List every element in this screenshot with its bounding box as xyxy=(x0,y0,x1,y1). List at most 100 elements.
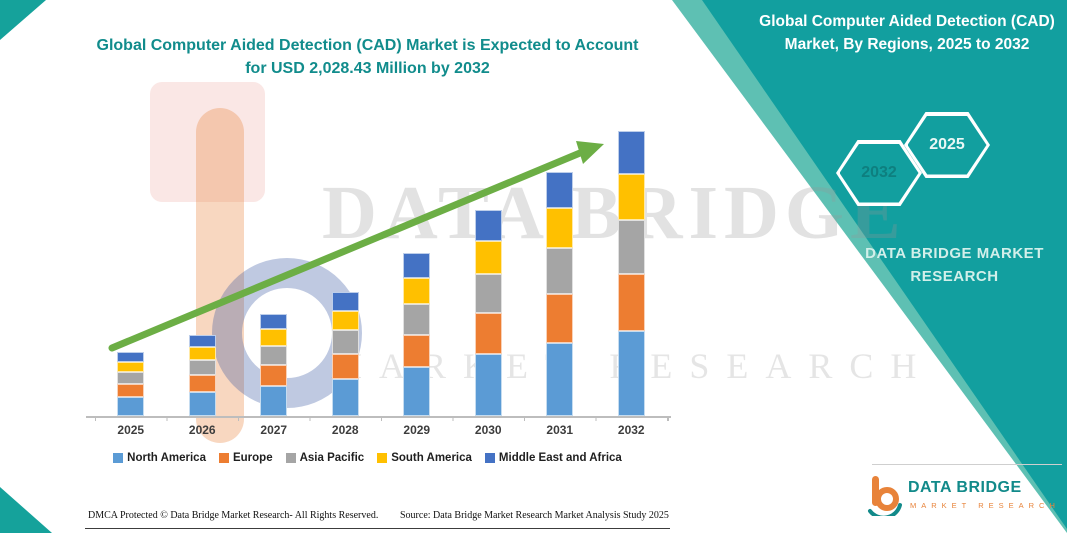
bar-segment-europe xyxy=(546,293,574,343)
legend-label-asia-pacific: Asia Pacific xyxy=(299,452,365,464)
bar-segment-asia-pacific xyxy=(403,303,431,335)
hexagon-2032-label: 2032 xyxy=(839,143,919,203)
bar-segment-south-america xyxy=(403,277,431,304)
bar-column-2031 xyxy=(546,171,574,416)
corner-triangle-bottom-left xyxy=(0,487,52,533)
bar-segment-middle-east-and-africa xyxy=(331,291,359,311)
bar-segment-europe xyxy=(117,384,145,397)
stacked-bar-2031 xyxy=(546,171,574,416)
bar-segment-middle-east-and-africa xyxy=(617,131,645,174)
bar-segment-asia-pacific xyxy=(331,330,359,354)
legend-swatch-south-america xyxy=(377,453,388,463)
legend-label-south-america: South America xyxy=(391,452,472,464)
legend-item-south-america: South America xyxy=(377,452,472,464)
corner-triangle-top-left xyxy=(0,0,46,40)
bar-segment-middle-east-and-africa xyxy=(546,171,574,209)
footer-dmca-text: DMCA Protected © Data Bridge Market Rese… xyxy=(88,510,379,521)
bar-column-2030 xyxy=(474,210,502,416)
x-axis-label-2028: 2028 xyxy=(331,423,359,437)
bar-segment-europe xyxy=(403,334,431,368)
bar-segment-north-america xyxy=(260,385,288,416)
bar-segment-north-america xyxy=(617,330,645,416)
footer-rule xyxy=(85,528,670,529)
bar-segment-south-america xyxy=(546,208,574,248)
stacked-bar-2030 xyxy=(474,210,502,416)
legend-item-north-america: North America xyxy=(113,452,206,464)
bar-segment-europe xyxy=(260,365,288,386)
bar-segment-middle-east-and-africa xyxy=(474,210,502,242)
x-axis-label-2029: 2029 xyxy=(403,423,431,437)
legend: North America Europe Asia Pacific South Ame… xyxy=(55,452,680,464)
legend-label-middle-east-and-africa: Middle East and Africa xyxy=(498,452,622,464)
x-axis-label-2032: 2032 xyxy=(617,423,645,437)
x-axis-label-2026: 2026 xyxy=(188,423,216,437)
stacked-bar-2028 xyxy=(331,291,359,416)
bar-segment-south-america xyxy=(331,310,359,331)
bar-column-2025 xyxy=(117,352,145,416)
bar-segment-europe xyxy=(188,375,216,392)
bar-segment-asia-pacific xyxy=(260,345,288,366)
bar-segment-south-america xyxy=(188,346,216,360)
x-axis-label-2025: 2025 xyxy=(117,423,145,437)
stacked-bar-2029 xyxy=(403,253,431,416)
x-axis-ticks xyxy=(95,417,669,421)
stacked-bar-2032 xyxy=(617,131,645,416)
bar-column-2026 xyxy=(188,334,216,416)
bars-grid xyxy=(95,114,667,416)
bar-column-2029 xyxy=(403,253,431,416)
bar-segment-north-america xyxy=(403,367,431,416)
legend-item-europe: Europe xyxy=(218,452,273,464)
bar-segment-europe xyxy=(617,273,645,331)
legend-swatch-europe xyxy=(218,453,229,463)
panel-title: Global Computer Aided Detection (CAD) Ma… xyxy=(759,13,1055,54)
bar-segment-middle-east-and-africa xyxy=(403,253,431,278)
bar-segment-asia-pacific xyxy=(474,274,502,314)
bar-segment-europe xyxy=(474,313,502,355)
bar-segment-middle-east-and-africa xyxy=(188,334,216,347)
bar-segment-south-america xyxy=(617,173,645,220)
bar-segment-asia-pacific xyxy=(117,371,145,385)
bar-segment-asia-pacific xyxy=(546,247,574,294)
bar-segment-europe xyxy=(331,353,359,379)
legend-swatch-north-america xyxy=(113,453,124,463)
x-labels: 2025 2026 2027 2028 2029 2030 2031 2032 xyxy=(95,423,667,437)
bar-segment-south-america xyxy=(117,361,145,372)
hexagon-2025: 2025 xyxy=(904,112,990,178)
bar-segment-south-america xyxy=(474,241,502,275)
bar-segment-north-america xyxy=(474,354,502,416)
x-axis-line xyxy=(86,416,671,418)
databridge-logo-icon xyxy=(868,476,902,516)
legend-swatch-middle-east-and-africa xyxy=(484,453,495,463)
bar-column-2032 xyxy=(617,131,645,416)
bar-column-2028 xyxy=(331,291,359,416)
logo-divider-line xyxy=(872,464,1062,465)
hexagon-2025-label: 2025 xyxy=(907,115,987,175)
footer-source-text: Source: Data Bridge Market Research Mark… xyxy=(400,510,669,521)
bar-segment-north-america xyxy=(117,396,145,416)
legend-swatch-asia-pacific xyxy=(285,453,296,463)
panel-brand-text: DATA BRIDGE MARKET RESEARCH xyxy=(865,245,1044,285)
x-axis-label-2030: 2030 xyxy=(474,423,502,437)
hexagon-2032: 2032 xyxy=(836,140,922,206)
legend-label-europe: Europe xyxy=(232,452,273,464)
bar-segment-asia-pacific xyxy=(617,219,645,274)
stacked-bar-2026 xyxy=(188,334,216,416)
x-axis-label-2031: 2031 xyxy=(546,423,574,437)
bar-segment-north-america xyxy=(188,391,216,416)
bar-column-2027 xyxy=(260,314,288,416)
stacked-bar-2027 xyxy=(260,314,288,416)
bar-segment-middle-east-and-africa xyxy=(117,352,145,362)
bar-segment-asia-pacific xyxy=(188,359,216,376)
legend-label-north-america: North America xyxy=(127,452,206,464)
bar-segment-middle-east-and-africa xyxy=(260,314,288,330)
chart-title: Global Computer Aided Detection (CAD) Ma… xyxy=(96,37,639,78)
legend-item-middle-east-and-africa: Middle East and Africa xyxy=(484,452,622,464)
bar-segment-north-america xyxy=(546,342,574,416)
bar-segment-north-america xyxy=(331,378,359,416)
bar-segment-south-america xyxy=(260,329,288,346)
x-axis-label-2027: 2027 xyxy=(260,423,288,437)
logo-subtitle: MARKET RESEARCH xyxy=(910,501,1060,510)
stacked-bar-2025 xyxy=(117,352,145,416)
legend-item-asia-pacific: Asia Pacific xyxy=(285,452,365,464)
